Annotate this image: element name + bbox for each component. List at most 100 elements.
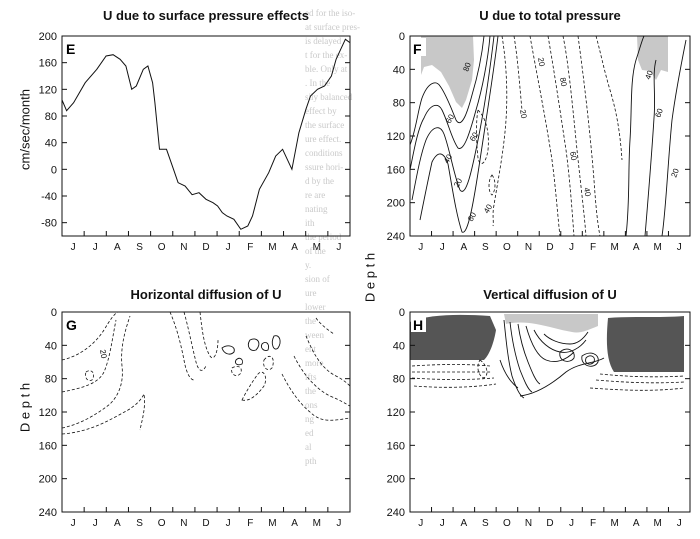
panel-f-contour-label: 20 [452,176,465,189]
x-tick-label: A [633,518,640,529]
x-tick-label: S [136,242,143,253]
panel-h-contour-dashed [413,383,497,388]
panel-f-contour-label: 80 [466,210,479,223]
x-tick-label: N [180,242,187,253]
panel-g-contour-dashed [241,371,266,401]
panel-f-contour-dashed [476,109,489,164]
panel-f-contour-dashed [562,36,587,236]
y-tick-label: 200 [39,474,57,486]
y-tick-label: 0 [51,307,57,319]
panel-f-contour-label: 40 [442,152,455,165]
panel-h-contour-dashed [599,373,685,378]
y-tick-label: 40 [393,64,405,76]
x-tick-label: A [461,242,468,253]
panel-g-contour [247,338,260,351]
panel-h-dark-region-left [410,314,496,360]
panel-g-contour-dashed [281,373,350,421]
panel-g-contour-dashed [231,366,242,376]
x-tick-label: A [461,518,468,529]
panel-e-series-line [62,38,350,230]
x-tick-label: J [418,518,423,529]
panel-h-contour [519,357,605,397]
y-tick-label: 120 [387,131,405,143]
panel-h-contour [581,352,599,367]
panel-h-contour [559,348,575,362]
panel-g-contour-dashed [169,312,195,381]
panel-e-letter: E [66,41,75,57]
x-tick-label: N [525,518,532,529]
x-tick-label: S [482,518,489,529]
x-tick-label: D [202,242,209,253]
panel-f-contour-dashed [547,36,575,236]
panel-f-contour [410,36,491,171]
panel-f-contour-label: 80 [558,77,569,88]
y-tick-label: 200 [387,198,405,210]
y-tick-label: 80 [45,374,57,386]
panel-h-letter-bg [411,314,426,332]
x-tick-label: S [482,242,489,253]
panel-g-contour-dashed [62,392,145,435]
panel-h-contour [543,331,589,345]
panel-g-contour-dashed [62,312,119,361]
x-tick-label: O [158,242,166,253]
y-tick-label: 240 [39,507,57,519]
y-tick-label: 80 [393,374,405,386]
panel-f-contour-dashed [492,36,508,227]
panel-h-contour [533,329,587,353]
x-tick-label: M [610,242,618,253]
panel-h-title: Vertical diffusion of U [483,287,617,302]
panel-f-contour-label: 20 [536,57,547,68]
x-tick-label: J [677,518,682,529]
x-tick-label: N [180,518,187,529]
panel-f-contour [625,36,645,236]
x-tick-label: J [336,242,341,253]
panel-f-contour [411,36,495,201]
y-tick-label: 40 [393,340,405,352]
panel-h-contour-dashed [411,364,491,367]
y-tick-label: 240 [387,507,405,519]
panel-h-y-axis: 0 40 80 120 160 200 240 [387,307,690,519]
panel-f-contour-dashed [488,174,496,196]
panel-e: 200 160 120 80 40 0 -40 -80 J J A S O N D J F M A M J E [39,31,351,253]
panel-h-contour-dashed [595,379,685,384]
panel-g-title: Horizontal diffusion of U [130,287,282,302]
x-tick-label: J [440,518,445,529]
panel-f-contour-label: 40 [482,202,495,215]
x-tick-label: M [654,242,662,253]
panel-h-dark-region-right [606,316,684,372]
panel-f-contour-dashed [577,36,601,236]
y-tick-label: 160 [387,164,405,176]
panel-h-contour [517,323,541,385]
panel-h-shaded-region-center [504,314,598,333]
panel-f-letter: F [413,41,422,57]
panel-g-contour-dashed [199,312,219,359]
y-tick-label: 120 [39,84,57,96]
panel-g-contour-label: 20 [98,349,109,360]
panel-f-contour-label: 60 [568,151,579,162]
x-tick-label: M [268,242,276,253]
panel-e-title: U due to surface pressure effects [103,8,309,23]
y-tick-label: 160 [39,440,57,452]
panel-g-contour [271,335,281,350]
panel-f-shaded-region-right [637,36,668,80]
panel-h-contour [509,321,533,393]
panel-g-contour-dashed [263,355,274,370]
y-tick-label: 40 [45,340,57,352]
panel-f-contour-label: 40 [643,69,655,81]
panel-h-contour-dashed [589,387,685,391]
y-tick-label: 240 [387,231,405,243]
x-tick-label: A [633,242,640,253]
x-tick-label: M [313,518,321,529]
panel-g-contour-dashed [183,312,207,371]
y-tick-label: 200 [39,31,57,43]
x-tick-label: J [569,518,574,529]
panel-g-contour-dashed [315,317,335,335]
x-tick-label: A [114,518,121,529]
y-tick-label: -80 [41,218,57,230]
panel-f-contour-label: 80 [461,61,473,73]
panel-f-contour-label: 60 [653,107,665,119]
panel-g: 20 0 40 80 120 160 200 240 J J A S O N D J F M A M J G [39,307,351,529]
